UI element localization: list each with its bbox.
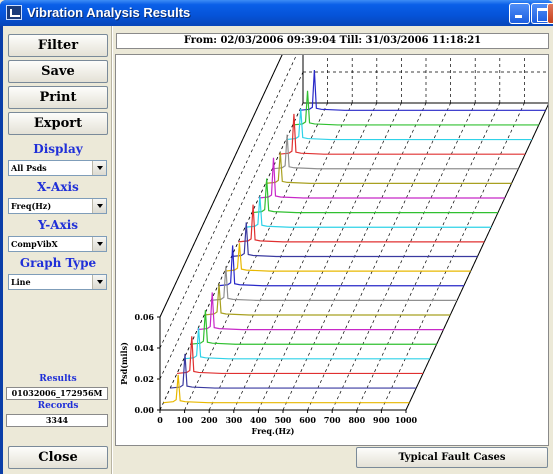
psd-series-line: [265, 152, 512, 185]
export-button[interactable]: Export: [8, 112, 108, 135]
chart-svg: 0 100 200 300 400 500 600 700 800 900 1000 0.00 0.02…: [119, 55, 548, 436]
y-axis-heading: Y-Axis: [37, 218, 79, 232]
x-tick-label: 600: [299, 415, 316, 425]
chevron-down-icon[interactable]: [92, 161, 106, 175]
x-tick-label: 200: [201, 415, 218, 425]
graph-type-select-value: Line: [11, 277, 31, 287]
records-value: 3344: [6, 414, 108, 427]
x-axis-heading: X-Axis: [37, 180, 79, 194]
results-heading: Results: [39, 374, 77, 384]
psd-series-line: [251, 178, 498, 214]
wall-grid-line: [159, 71, 304, 380]
psd-series-line: [163, 374, 410, 404]
display-select[interactable]: All Psds: [8, 160, 107, 176]
x-tick-label: 1000: [395, 415, 418, 425]
psd-series-line: [217, 245, 464, 287]
psd-series-line: [197, 292, 444, 331]
chevron-down-icon[interactable]: [92, 237, 106, 251]
y-axis-select[interactable]: CompVibX: [8, 236, 107, 252]
typical-fault-cases-button[interactable]: Typical Fault Cases: [356, 447, 548, 468]
x-tick-label: 800: [348, 415, 365, 425]
psd-series-line: [204, 283, 451, 316]
psd-series-line: [176, 336, 424, 375]
psd-series-line: [238, 204, 485, 243]
chevron-down-icon[interactable]: [92, 199, 106, 213]
psd-series-line: [183, 327, 430, 360]
psd-series-line: [299, 69, 546, 111]
psd-series-line: [272, 134, 519, 170]
psd-series-line: [279, 113, 526, 155]
close-button[interactable]: Close: [8, 446, 108, 469]
save-button[interactable]: Save: [8, 60, 108, 83]
panel-divider: [111, 26, 113, 474]
psd-waterfall-chart: 0 100 200 300 400 500 600 700 800 900 1000 0.00 0.02…: [115, 54, 549, 446]
y-tick-label: 0.06: [135, 312, 155, 322]
window-title: Vibration Analysis Results: [27, 5, 191, 20]
x-tick-label: 400: [250, 415, 267, 425]
title-bar[interactable]: Vibration Analysis Results: [0, 0, 553, 26]
chevron-down-icon[interactable]: [92, 275, 106, 289]
graph-type-heading: Graph Type: [19, 256, 97, 270]
client-area: Filter Save Print Export Display All Psd…: [3, 26, 553, 474]
x-tick-label: 100: [176, 415, 193, 425]
psd-series-line: [292, 90, 539, 126]
display-select-value: All Psds: [11, 163, 47, 173]
x-tick-label: 700: [324, 415, 341, 425]
minimize-button[interactable]: [509, 3, 530, 24]
psd-series-line: [224, 243, 471, 272]
records-heading: Records: [37, 401, 79, 411]
psd-series-line: [285, 108, 532, 141]
display-heading: Display: [33, 142, 83, 156]
filter-button[interactable]: Filter: [8, 34, 108, 57]
psd-series-line: [190, 310, 437, 345]
y-axis-select-value: CompVibX: [11, 239, 58, 249]
wall-grid-line: [159, 55, 297, 349]
psd-series-line: [258, 157, 505, 199]
x-axis-select-value: Freq(Hz): [11, 201, 52, 211]
x-tick-label: 500: [275, 415, 292, 425]
graph-type-select[interactable]: Line: [8, 274, 107, 290]
y-tick-label: 0.04: [135, 343, 155, 353]
y-tick-label: 0.02: [135, 374, 154, 384]
y-tick-label: 0.00: [135, 405, 155, 415]
date-range-label: From: 02/03/2006 09:39:04 Till: 31/03/20…: [116, 33, 549, 49]
back-plane-frame: [302, 55, 548, 104]
close-window-button[interactable]: [547, 3, 553, 24]
print-button[interactable]: Print: [8, 86, 108, 109]
wall-top-edge: [159, 55, 283, 318]
psd-series-line: [211, 266, 458, 301]
psd-series-line: [245, 196, 492, 228]
app-icon: [6, 5, 22, 20]
results-value: 01032006_172956M: [6, 387, 108, 400]
floor-grid-line: [184, 102, 328, 411]
x-tick-label: 300: [225, 415, 242, 425]
y-axis-label: Psd(mils): [119, 342, 129, 385]
x-tick-label: 0: [157, 415, 163, 425]
psd-series-line: [170, 353, 417, 389]
x-axis-label: Freq.(Hz): [252, 426, 295, 436]
psd-series-line: [231, 222, 478, 258]
x-axis-select[interactable]: Freq(Hz): [8, 198, 107, 214]
x-tick-label: 900: [373, 415, 390, 425]
